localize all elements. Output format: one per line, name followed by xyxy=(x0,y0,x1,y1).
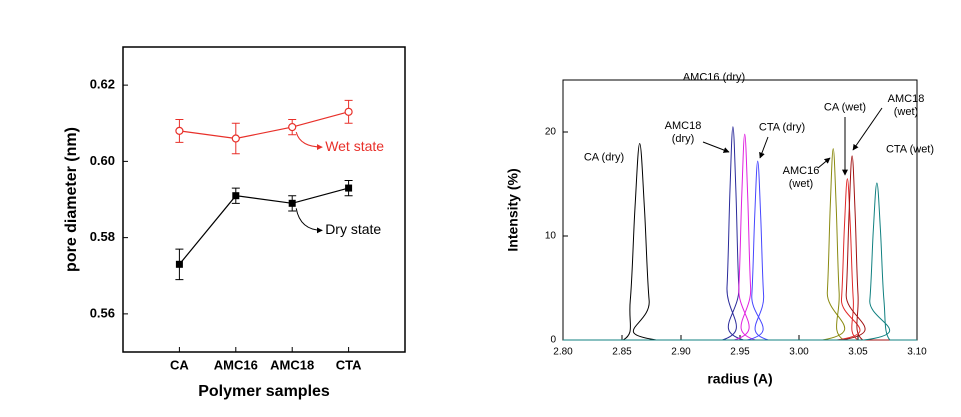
peak-label: AMC18 (dry) xyxy=(664,120,702,145)
marker xyxy=(175,126,184,135)
y-tick-label: 0.62 xyxy=(90,77,115,92)
marker xyxy=(345,184,353,192)
y-axis-title: Intensity (%) xyxy=(505,168,521,251)
x-tick-label: CA xyxy=(170,357,189,372)
x-tick-label: AMC16 xyxy=(214,357,258,372)
x-tick-label: 2.80 xyxy=(553,347,573,358)
label-arrow xyxy=(817,157,831,169)
plot-frame xyxy=(122,46,406,353)
y-tick-label: 10 xyxy=(545,231,557,242)
marker xyxy=(231,134,240,143)
peak-label: CTA (wet) xyxy=(885,143,935,156)
x-tick-label: 3.00 xyxy=(789,347,809,358)
series-line xyxy=(563,133,917,341)
y-tick-label: 0.56 xyxy=(90,305,115,320)
x-tick-label: 2.95 xyxy=(730,347,750,358)
y-tick-label: 20 xyxy=(545,127,557,138)
x-axis-title: Polymer samples xyxy=(198,383,330,400)
annotation: Wet state xyxy=(325,138,384,154)
marker xyxy=(288,199,296,207)
annotation-arrow xyxy=(295,131,323,151)
label-arrow xyxy=(852,107,883,151)
peak-label: CA (wet) xyxy=(823,101,867,114)
annotation-arrow xyxy=(295,208,323,234)
peak-label: AMC16 (wet) xyxy=(782,165,820,190)
series-line xyxy=(179,111,349,140)
marker xyxy=(232,192,240,200)
series-line xyxy=(178,187,349,265)
peak-label: CA (dry) xyxy=(583,151,625,164)
x-tick-label: 3.10 xyxy=(907,347,927,358)
label-arrow xyxy=(759,136,769,159)
y-tick-label: 0.58 xyxy=(90,229,115,244)
x-tick-label: 2.85 xyxy=(612,347,632,358)
x-tick-label: AMC18 xyxy=(270,357,314,372)
label-arrow xyxy=(702,141,730,153)
peak-label: AMC18 (wet) xyxy=(887,93,925,118)
annotation: Dry state xyxy=(325,221,381,237)
peak-label: CTA (dry) xyxy=(758,121,806,134)
y-axis-title: pore diameter (nm) xyxy=(63,127,80,272)
marker xyxy=(344,107,353,116)
plot-frame xyxy=(562,79,918,341)
y-tick-label: 0 xyxy=(550,335,556,346)
x-tick-label: 3.05 xyxy=(848,347,868,358)
peak-label: AMC16 (dry) xyxy=(682,71,746,84)
series-line xyxy=(563,182,917,341)
marker xyxy=(288,122,297,132)
marker xyxy=(175,260,183,268)
y-tick-label: 0.60 xyxy=(90,153,115,168)
x-axis-title: radius (A) xyxy=(707,371,772,387)
x-tick-label: 2.90 xyxy=(671,347,691,358)
x-tick-label: CTA xyxy=(336,357,362,372)
